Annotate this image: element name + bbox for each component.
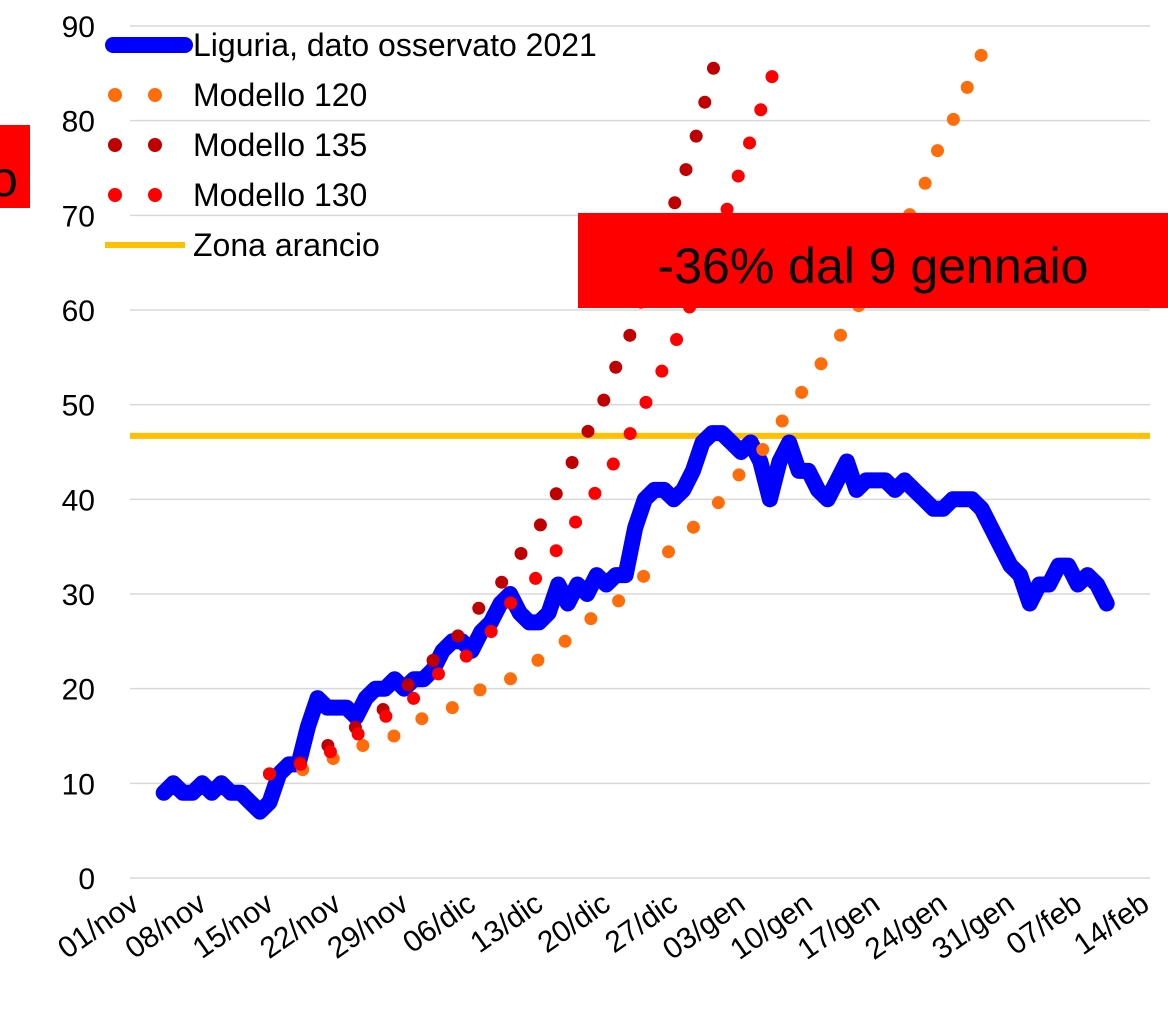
x-tick-label: 20/dic (532, 887, 617, 960)
x-tick-label: 13/dic (464, 887, 549, 960)
y-tick-label: 10 (62, 768, 95, 801)
y-tick-label: 70 (62, 200, 95, 233)
legend-symbol (108, 188, 122, 202)
y-tick-label: 30 (62, 579, 95, 612)
legend-symbol (108, 88, 122, 102)
annotation-box (578, 213, 1168, 308)
y-tick-label: 0 (78, 863, 95, 896)
x-tick-label: 06/dic (397, 887, 482, 960)
y-tick-label: 90 (62, 11, 95, 44)
y-tick-label: 40 (62, 484, 95, 517)
annotation-text: -36% dal 9 gennaio (658, 238, 1089, 294)
x-tick-label: 14/feb (1068, 887, 1155, 962)
legend-label: Modello 120 (193, 77, 367, 113)
legend-label: Liguria, dato osservato 2021 (193, 27, 597, 63)
legend-symbol (148, 138, 162, 152)
legend-label: Modello 135 (193, 127, 367, 163)
y-tick-label: 60 (62, 295, 95, 328)
y-tick-label: 50 (62, 390, 95, 423)
x-tick-label: 07/feb (1001, 887, 1088, 962)
annotation-text: o (0, 151, 18, 207)
y-tick-label: 20 (62, 674, 95, 707)
series-line (155, 425, 1115, 820)
legend-label: Zona arancio (193, 227, 380, 263)
series-line (263, 19, 998, 781)
legend-symbol (148, 88, 162, 102)
annotation-box (0, 125, 30, 208)
y-tick-label: 80 (62, 106, 95, 139)
legend-label: Modello 130 (193, 177, 367, 213)
legend-symbol (108, 138, 122, 152)
series-line (263, 47, 786, 781)
legend-symbol (148, 188, 162, 202)
